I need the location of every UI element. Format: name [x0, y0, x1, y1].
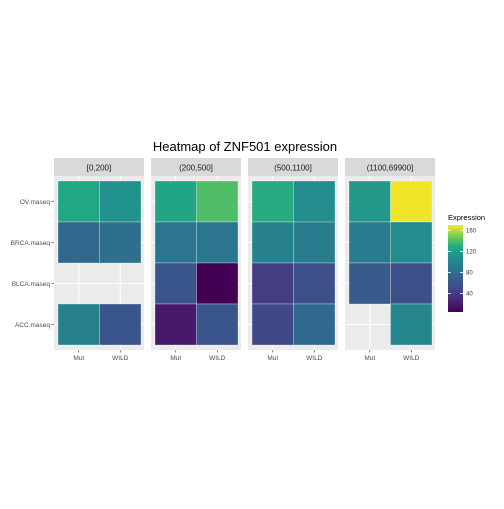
legend-title: Expression: [448, 213, 485, 222]
heatmap-cell: [57, 180, 100, 223]
y-tick-label: OV.maseq: [20, 199, 50, 206]
facet-strip: [248, 158, 338, 176]
legend: Expression 40 80 120 160: [448, 213, 485, 312]
facet-strip-label: (500,1100]: [274, 164, 312, 173]
x-tick-label: WILD: [209, 355, 226, 362]
legend-colorbar: [448, 225, 463, 312]
facet-strip-label: [0,200]: [87, 164, 111, 173]
x-tick-label: WILD: [403, 355, 420, 362]
heatmap-cell: [154, 303, 197, 346]
heatmap-cell: [293, 221, 336, 264]
heatmap-cell: [348, 180, 391, 223]
heatmap-cell: [293, 303, 336, 346]
heatmap-cell: [390, 303, 433, 346]
y-tick-label: ACC.maseq: [15, 322, 50, 329]
facet-panel: (200,500] Mut WILD: [151, 158, 241, 362]
x-tick-label: WILD: [306, 355, 323, 362]
heatmap-cell: [293, 262, 336, 305]
y-tick-label: BLCA.maseq: [12, 281, 51, 288]
heatmap-cell: [251, 221, 294, 264]
heatmap-cell: [348, 262, 391, 305]
facet-panel: (500,1100] Mut WILD: [248, 158, 338, 362]
heatmap-cell: [196, 180, 239, 223]
heatmap-cell: [57, 303, 100, 346]
heatmap-cell: [154, 262, 197, 305]
facet-strip-label: (200,500]: [179, 164, 213, 173]
x-tick-label: WILD: [112, 355, 129, 362]
facet-strip: [151, 158, 241, 176]
legend-tick-label: 120: [466, 249, 477, 255]
facet-strip-label: (1100,69900]: [367, 164, 414, 173]
facet-panel: (1100,69900] Mut WILD: [345, 158, 435, 362]
heatmap-cell: [251, 303, 294, 346]
x-tick-label: Mut: [73, 355, 84, 362]
heatmap-cell: [196, 303, 239, 346]
y-tick-label: BRCA.maseq: [11, 240, 51, 247]
legend-tick-label: 40: [466, 292, 473, 298]
heatmap-cell: [196, 262, 239, 305]
heatmap-cell: [390, 180, 433, 223]
heatmap-cell: [348, 221, 391, 264]
heatmap-cell: [251, 180, 294, 223]
x-tick-label: Mut: [267, 355, 278, 362]
heatmap-cell: [99, 180, 142, 223]
y-axis: ACC.maseq BLCA.maseq BRCA.maseq OV.maseq: [11, 199, 54, 329]
legend-tick-label: 80: [466, 270, 473, 276]
heatmap-cell: [390, 221, 433, 264]
x-tick-label: Mut: [364, 355, 375, 362]
facet-strip: [54, 158, 144, 176]
heatmap-cell: [99, 303, 142, 346]
heatmap-cell: [154, 180, 197, 223]
facet-strip: [345, 158, 435, 176]
chart-title: Heatmap of ZNF501 expression: [153, 139, 337, 154]
x-tick-label: Mut: [170, 355, 181, 362]
heatmap-cell: [293, 180, 336, 223]
heatmap-cell: [99, 221, 142, 264]
heatmap-cell: [390, 262, 433, 305]
legend-tick-label: 160: [466, 228, 477, 234]
heatmap-cell: [57, 221, 100, 264]
facet-panels: [0,200]Mut WILD(200,500]Mut WILD(500,1100]…: [54, 158, 435, 362]
heatmap-cell: [196, 221, 239, 264]
heatmap-cell: [251, 262, 294, 305]
facet-panel: [0,200] Mut WILD: [54, 158, 144, 362]
heatmap-cell: [154, 221, 197, 264]
